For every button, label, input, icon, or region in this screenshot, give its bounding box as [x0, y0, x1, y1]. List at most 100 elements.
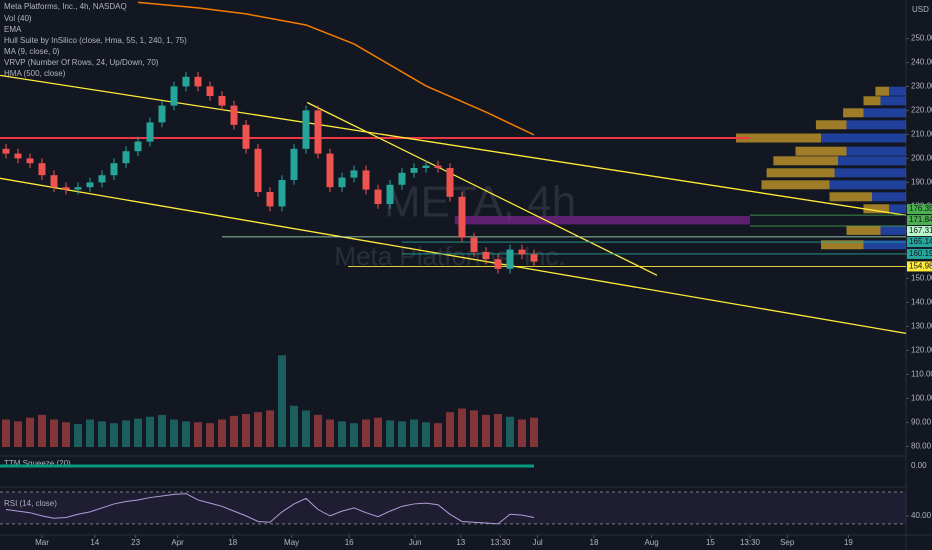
volume-bar	[230, 415, 238, 447]
y-tick-label: 210.00	[911, 130, 932, 139]
candle-body	[146, 122, 154, 142]
volume-bar	[122, 420, 130, 447]
profile-up	[889, 86, 906, 96]
candle-body	[254, 148, 262, 192]
volume-bar	[2, 419, 10, 447]
candle-body	[386, 184, 394, 204]
volume-bar	[254, 412, 262, 447]
candle-body	[170, 86, 178, 106]
ttm-tick-label: 0.00	[911, 461, 927, 470]
level-label: 171.84	[909, 215, 932, 224]
volume-bar	[194, 422, 202, 447]
volume-bar	[506, 416, 514, 447]
x-tick-label: Aug	[644, 538, 658, 547]
x-tick-label: May	[284, 538, 299, 547]
level-label: 167.31	[909, 226, 932, 235]
rsi-band	[0, 491, 906, 524]
candle-body	[302, 110, 310, 149]
profile-down	[761, 180, 830, 190]
volume-bar	[50, 419, 58, 447]
candle-body	[398, 172, 406, 185]
x-tick-label: 13	[456, 538, 465, 547]
candle-body	[242, 124, 250, 149]
candle-body	[410, 168, 418, 173]
x-tick-label: Jun	[409, 538, 422, 547]
x-tick-label: Jul	[532, 538, 542, 547]
volume-bar	[458, 408, 466, 447]
x-tick-label: 23	[131, 538, 140, 547]
profile-up	[863, 108, 906, 118]
x-tick-label: 16	[345, 538, 354, 547]
x-tick-label: Mar	[35, 538, 49, 547]
currency: USD	[912, 5, 929, 14]
profile-down	[795, 146, 847, 156]
indicator-name: VRVP (Number Of Rows, 24, Up/Down, 70)	[4, 58, 159, 67]
y-tick-label: 190.00	[911, 178, 932, 187]
profile-down	[815, 120, 847, 130]
volume-bar	[38, 414, 46, 447]
y-tick-label: 120.00	[911, 346, 932, 355]
candle-body	[62, 187, 70, 190]
candle-body	[194, 76, 202, 87]
x-tick-label: Sep	[780, 538, 795, 547]
candle-body	[530, 254, 538, 262]
volume-bar	[518, 419, 526, 447]
x-tick-label: 13:30	[490, 538, 511, 547]
profile-up	[880, 96, 906, 106]
volume-bar	[62, 422, 70, 447]
indicator-name: Vol (40)	[4, 14, 32, 23]
candle-body	[326, 153, 334, 188]
chart-title: Meta Platforms, Inc., 4h, NASDAQ	[4, 2, 127, 11]
y-tick-label: 200.00	[911, 154, 932, 163]
candle-body	[446, 168, 454, 197]
y-tick-label: 240.00	[911, 58, 932, 67]
candle-body	[122, 151, 130, 164]
profile-up	[846, 120, 906, 130]
volume-bar	[158, 414, 166, 447]
candle-body	[206, 86, 214, 96]
y-tick-label: 140.00	[911, 298, 932, 307]
hma-line	[137, 1, 535, 136]
profile-up	[829, 180, 906, 190]
level-label: 176.35	[909, 204, 932, 213]
volume-bar	[338, 421, 346, 447]
x-tick-label: 14	[90, 538, 99, 547]
volume-bar	[242, 414, 250, 447]
profile-up	[880, 225, 906, 235]
volume-bar	[206, 423, 214, 447]
volume-bar	[266, 410, 274, 447]
x-tick-label: 18	[590, 538, 599, 547]
profile-up	[821, 133, 906, 143]
level-label: 154.98	[909, 262, 932, 271]
candle-body	[26, 158, 34, 164]
level-label-bg	[907, 248, 932, 259]
volume-bar	[26, 417, 34, 447]
candle-body	[50, 175, 58, 188]
candle-body	[458, 196, 466, 238]
profile-up	[846, 146, 906, 156]
candle-body	[182, 76, 190, 87]
level-label-bg	[907, 204, 932, 215]
volume-bar	[290, 405, 298, 447]
rsi-tick-label: 40.00	[911, 511, 932, 520]
candle-body	[290, 148, 298, 180]
indicator-name: HMA (500, close)	[4, 69, 66, 78]
profile-down	[736, 133, 821, 143]
volume-bar	[446, 412, 454, 447]
trend-line	[0, 177, 907, 335]
volume-bar	[434, 423, 442, 447]
volume-bar	[482, 414, 490, 447]
candle-body	[482, 252, 490, 260]
level-label: 165.14	[909, 237, 932, 246]
rsi-line	[5, 493, 535, 525]
profile-down	[863, 96, 881, 106]
candle-body	[98, 175, 106, 183]
volume-bar	[398, 421, 406, 447]
volume-bar	[362, 419, 370, 447]
volume-bar	[98, 421, 106, 447]
candle-body	[38, 163, 46, 176]
volume-bar	[74, 424, 82, 447]
profile-down	[846, 225, 881, 235]
